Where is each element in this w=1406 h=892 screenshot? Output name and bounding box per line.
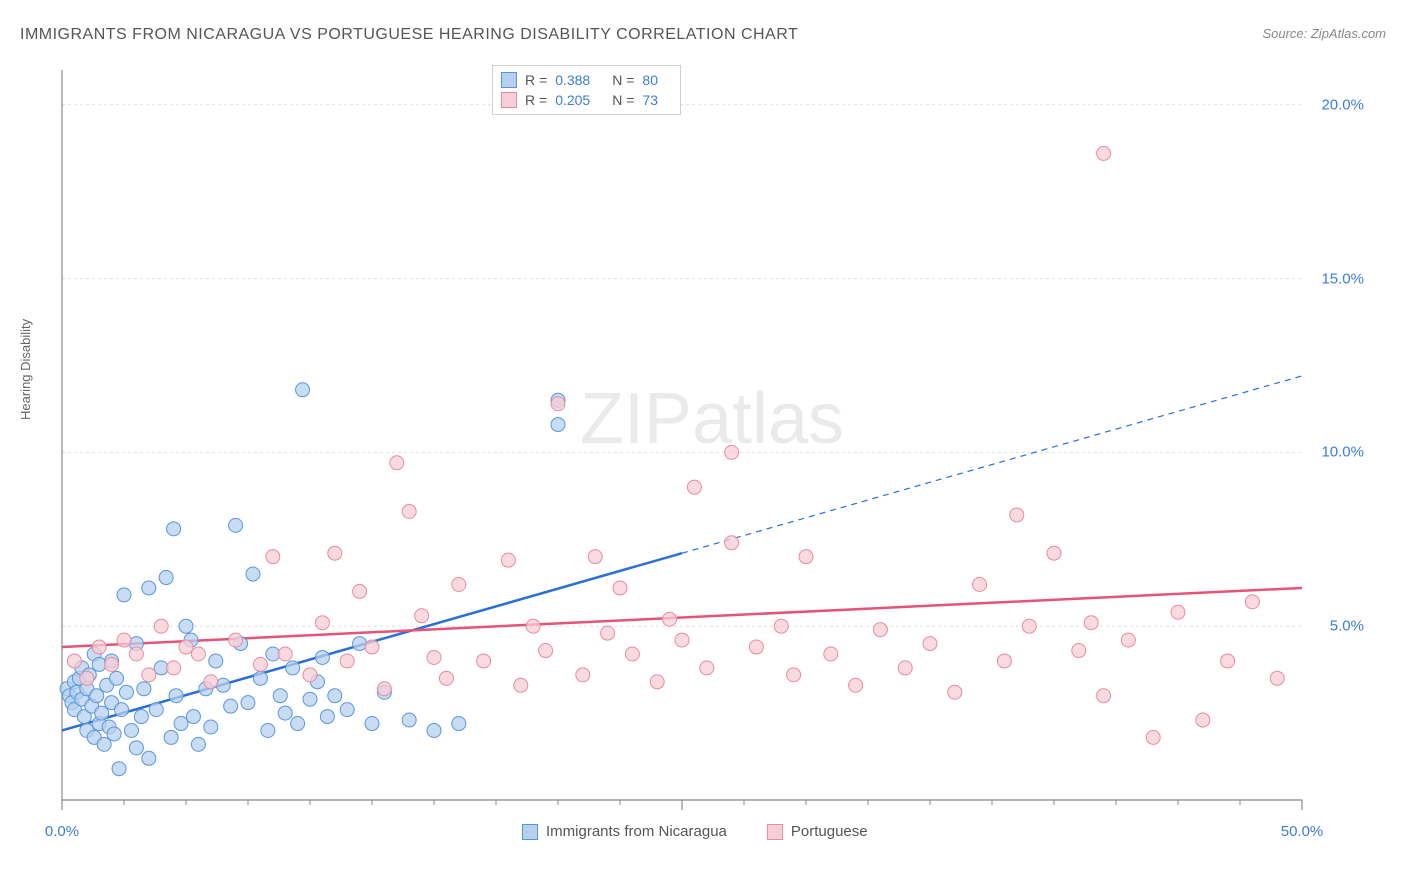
r-value: 0.205 [555,92,590,108]
correlation-legend-row: R = 0.388 N = 80 [501,70,672,90]
y-tick-label: 20.0% [1321,96,1364,113]
n-label: N = [612,72,634,88]
legend-swatch [501,72,517,88]
r-label: R = [525,72,547,88]
y-axis-label: Hearing Disability [18,319,33,420]
scatter-plot [52,60,1372,840]
r-label: R = [525,92,547,108]
series-legend-label: Immigrants from Nicaragua [546,823,727,840]
y-tick-label: 15.0% [1321,270,1364,287]
x-tick-label: 0.0% [45,823,79,840]
r-value: 0.388 [555,72,590,88]
series-legend-item: Immigrants from Nicaragua [522,823,727,840]
n-label: N = [612,92,634,108]
chart-title: IMMIGRANTS FROM NICARAGUA VS PORTUGUESE … [20,26,798,44]
series-legend: Immigrants from Nicaragua Portuguese [522,823,868,840]
source-attribution: Source: ZipAtlas.com [1262,26,1386,41]
series-legend-item: Portuguese [767,823,868,840]
legend-swatch [767,824,783,840]
correlation-legend-row: R = 0.205 N = 73 [501,90,672,110]
n-value: 73 [642,92,658,108]
x-tick-label: 50.0% [1281,823,1324,840]
chart-area: R = 0.388 N = 80 R = 0.205 N = 73 Immigrants fr… [52,60,1372,840]
y-tick-label: 10.0% [1321,444,1364,461]
y-tick-label: 5.0% [1330,618,1364,635]
legend-swatch [501,92,517,108]
legend-swatch [522,824,538,840]
n-value: 80 [642,72,658,88]
series-legend-label: Portuguese [791,823,868,840]
correlation-legend: R = 0.388 N = 80 R = 0.205 N = 73 [492,65,681,115]
